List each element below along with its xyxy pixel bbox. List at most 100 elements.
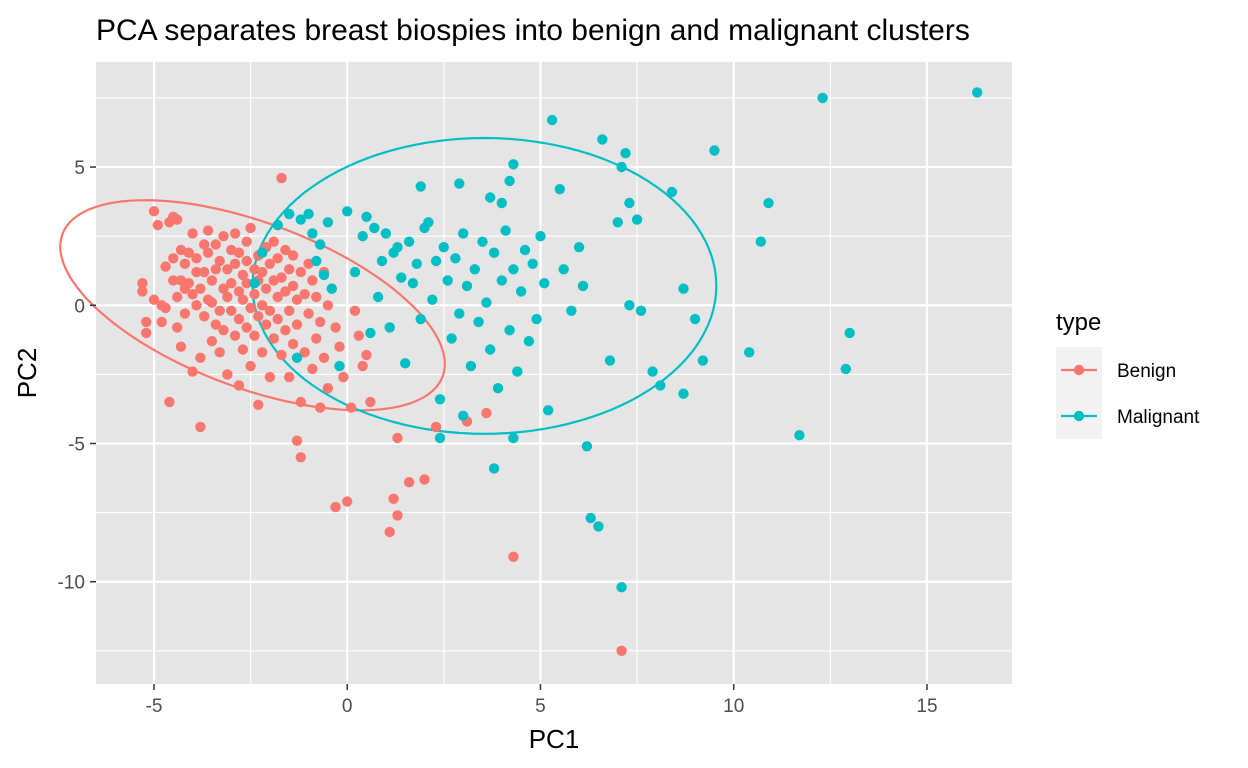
x-tick-label: 5 (535, 696, 546, 717)
point-benign (311, 333, 322, 344)
point-malignant (396, 272, 407, 283)
point-benign (315, 316, 326, 328)
point-malignant (342, 206, 353, 217)
point-malignant (635, 305, 647, 316)
point-malignant (434, 432, 446, 444)
y-tick-label: 5 (74, 158, 85, 179)
point-benign (206, 336, 218, 347)
point-benign (148, 206, 160, 217)
point-benign (284, 371, 295, 383)
x-tick-label: 10 (723, 696, 744, 717)
point-benign (137, 286, 148, 297)
x-axis-ticks: -5 0 5 10 15 (146, 684, 938, 717)
point-benign (175, 244, 187, 256)
point-malignant (531, 313, 542, 325)
point-malignant (454, 308, 465, 319)
point-benign (187, 228, 198, 239)
point-benign (141, 327, 152, 339)
point-benign (295, 266, 306, 278)
point-malignant (593, 521, 604, 532)
point-benign (214, 305, 225, 316)
point-malignant (647, 366, 658, 377)
point-benign (299, 347, 310, 358)
point-benign (199, 266, 210, 278)
legend-key-point (1073, 364, 1085, 376)
point-benign (202, 247, 214, 258)
point-malignant (322, 217, 334, 228)
point-benign (257, 266, 268, 278)
point-malignant (349, 266, 361, 278)
point-benign (260, 319, 272, 330)
point-malignant (365, 327, 376, 339)
point-malignant (423, 217, 434, 228)
point-benign (245, 360, 256, 372)
point-malignant (543, 405, 554, 416)
legend-title: type (1056, 309, 1101, 336)
point-benign (334, 341, 345, 352)
point-benign (307, 275, 318, 286)
point-malignant (376, 255, 388, 267)
point-benign (264, 371, 276, 383)
point-malignant (573, 242, 585, 253)
x-tick-label: 0 (342, 696, 353, 717)
point-malignant (577, 280, 589, 292)
point-benign (287, 280, 299, 292)
point-malignant (678, 283, 689, 294)
point-benign (179, 258, 191, 269)
point-benign (280, 325, 291, 336)
point-benign (264, 258, 276, 269)
point-benign (187, 366, 198, 377)
chart-title: PCA separates breast biospies into benig… (96, 14, 970, 47)
point-malignant (438, 242, 449, 253)
point-malignant (318, 269, 330, 281)
point-benign (226, 278, 237, 289)
point-benign (237, 294, 249, 305)
point-malignant (504, 175, 515, 187)
point-benign (338, 371, 349, 383)
point-malignant (500, 225, 511, 236)
x-axis-title: PC1 (529, 724, 580, 754)
point-benign (199, 239, 210, 250)
legend-label-malignant: Malignant (1117, 407, 1200, 428)
point-benign (276, 272, 287, 283)
point-malignant (403, 236, 415, 247)
point-benign (233, 247, 245, 258)
point-benign (361, 349, 372, 361)
point-malignant (616, 582, 627, 593)
point-malignant (597, 134, 608, 145)
point-malignant (612, 217, 623, 228)
point-malignant (620, 148, 631, 159)
point-benign (392, 510, 403, 521)
point-benign (403, 477, 415, 488)
point-malignant (357, 231, 368, 242)
point-malignant (307, 228, 318, 239)
legend-label-benign: Benign (1117, 361, 1176, 382)
point-benign (253, 399, 264, 410)
point-malignant (585, 512, 596, 524)
point-malignant (458, 410, 469, 421)
point-malignant (624, 197, 635, 209)
point-benign (272, 253, 283, 264)
point-malignant (535, 231, 546, 242)
point-malignant (326, 283, 337, 294)
point-malignant (384, 322, 395, 333)
point-malignant (257, 247, 268, 258)
point-benign (249, 330, 260, 341)
point-malignant (458, 228, 469, 239)
point-benign (284, 264, 295, 275)
point-benign (168, 253, 179, 264)
point-benign (229, 258, 241, 269)
point-benign (276, 172, 287, 184)
point-benign (330, 322, 341, 333)
point-malignant (527, 258, 538, 269)
point-benign (183, 247, 194, 258)
point-benign (287, 338, 299, 350)
point-benign (175, 275, 187, 286)
point-malignant (315, 239, 326, 250)
point-benign (172, 214, 183, 225)
point-malignant (508, 264, 519, 275)
point-benign (160, 261, 171, 272)
point-benign (195, 283, 206, 294)
point-malignant (272, 219, 283, 231)
